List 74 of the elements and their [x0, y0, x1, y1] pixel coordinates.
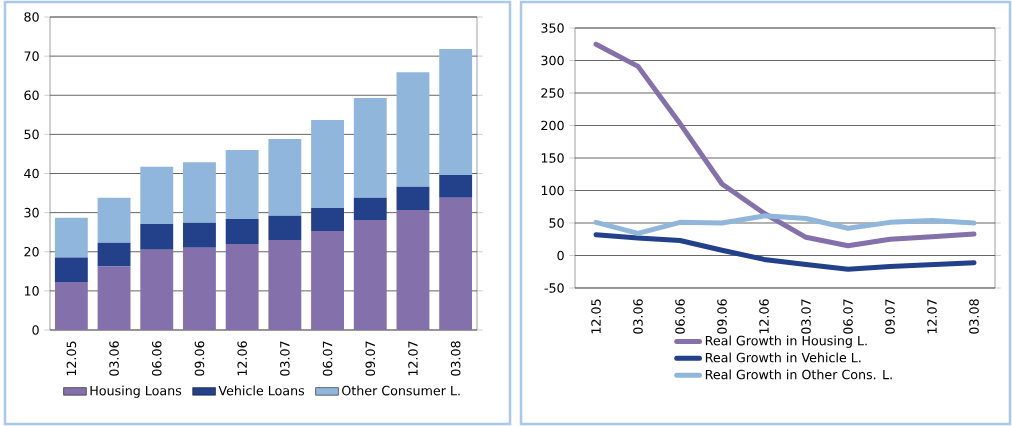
bar — [225, 150, 259, 219]
bar — [439, 175, 473, 198]
bar — [311, 119, 344, 208]
x-tick-label: 06.07 — [843, 299, 853, 334]
x-tick-label: 03.06 — [633, 299, 643, 334]
x-tick-label: 03.07 — [801, 299, 811, 334]
x-tick-label: 12.05 — [66, 341, 77, 376]
y-tick-label: 0 — [557, 250, 564, 261]
legend-label: Real Growth in Housing L. — [705, 335, 867, 348]
bar — [140, 166, 174, 224]
bar — [183, 162, 216, 223]
y-tick-label: 250 — [541, 88, 564, 98]
x-tick-label: 06.06 — [151, 341, 162, 376]
bar — [140, 249, 174, 330]
x-tick-label: 03.08 — [450, 341, 461, 376]
y-tick-label: 40 — [24, 168, 39, 179]
y-tick-label: 350 — [541, 23, 564, 33]
x-tick-label: 03.08 — [969, 299, 979, 334]
y-tick-label: 50 — [24, 129, 39, 140]
x-tick-label: 09.07 — [365, 341, 376, 376]
y-tick-label: 300 — [541, 55, 564, 66]
bar — [268, 240, 302, 330]
bar — [225, 243, 259, 330]
bar — [183, 222, 216, 248]
y-tick-label: 200 — [541, 120, 564, 131]
x-tick-label: 09.07 — [885, 299, 895, 334]
bar — [183, 247, 216, 330]
y-tick-label: 60 — [24, 90, 39, 101]
legend-label: Real Growth in Vehicle L. — [705, 352, 861, 363]
bar — [97, 242, 131, 267]
bar — [268, 139, 302, 216]
y-tick-label: 10 — [24, 286, 39, 296]
bar — [54, 281, 88, 330]
bar — [97, 266, 131, 330]
bar — [311, 231, 344, 330]
bar — [396, 186, 430, 210]
bar — [439, 197, 473, 330]
x-tick-label: 12.06 — [759, 299, 769, 334]
y-tick-label: 70 — [24, 51, 39, 61]
bar — [396, 209, 430, 330]
bar — [353, 220, 387, 330]
x-tick-label: 12.05 — [591, 299, 601, 334]
x-tick-label: 12.06 — [237, 341, 247, 376]
y-tick-label: -50 — [544, 283, 564, 293]
x-tick-label: 03.07 — [280, 341, 290, 376]
bar — [97, 197, 131, 243]
x-tick-label: 06.07 — [322, 341, 333, 376]
bar — [353, 197, 387, 221]
y-tick-label: 30 — [24, 207, 39, 218]
legend-label: Real Growth in Other Cons. L. — [705, 369, 892, 380]
bar — [54, 257, 88, 282]
y-tick-label: 100 — [541, 185, 564, 196]
legend-label: Housing Loans — [90, 385, 182, 398]
x-tick-label: 12.07 — [927, 299, 937, 334]
bar — [311, 207, 344, 232]
bar — [353, 98, 387, 198]
y-tick-label: 150 — [541, 153, 564, 163]
legend-label: Vehicle Loans — [218, 385, 305, 396]
y-tick-label: 0 — [32, 325, 39, 335]
bar — [439, 49, 473, 176]
x-tick-label: 12.07 — [408, 341, 418, 376]
x-tick-label: 06.06 — [675, 299, 685, 334]
bar — [396, 72, 430, 187]
y-tick-label: 50 — [549, 218, 564, 228]
x-tick-label: 09.06 — [194, 341, 205, 376]
bar — [140, 223, 174, 250]
y-tick-label: 20 — [24, 246, 39, 257]
bar — [54, 217, 88, 258]
legend-label: Other Consumer L. — [342, 385, 460, 396]
bar — [225, 218, 259, 244]
y-tick-label: 80 — [24, 12, 39, 22]
bar — [268, 215, 302, 241]
x-tick-label: 09.06 — [717, 299, 727, 334]
x-tick-label: 03.06 — [109, 341, 119, 376]
